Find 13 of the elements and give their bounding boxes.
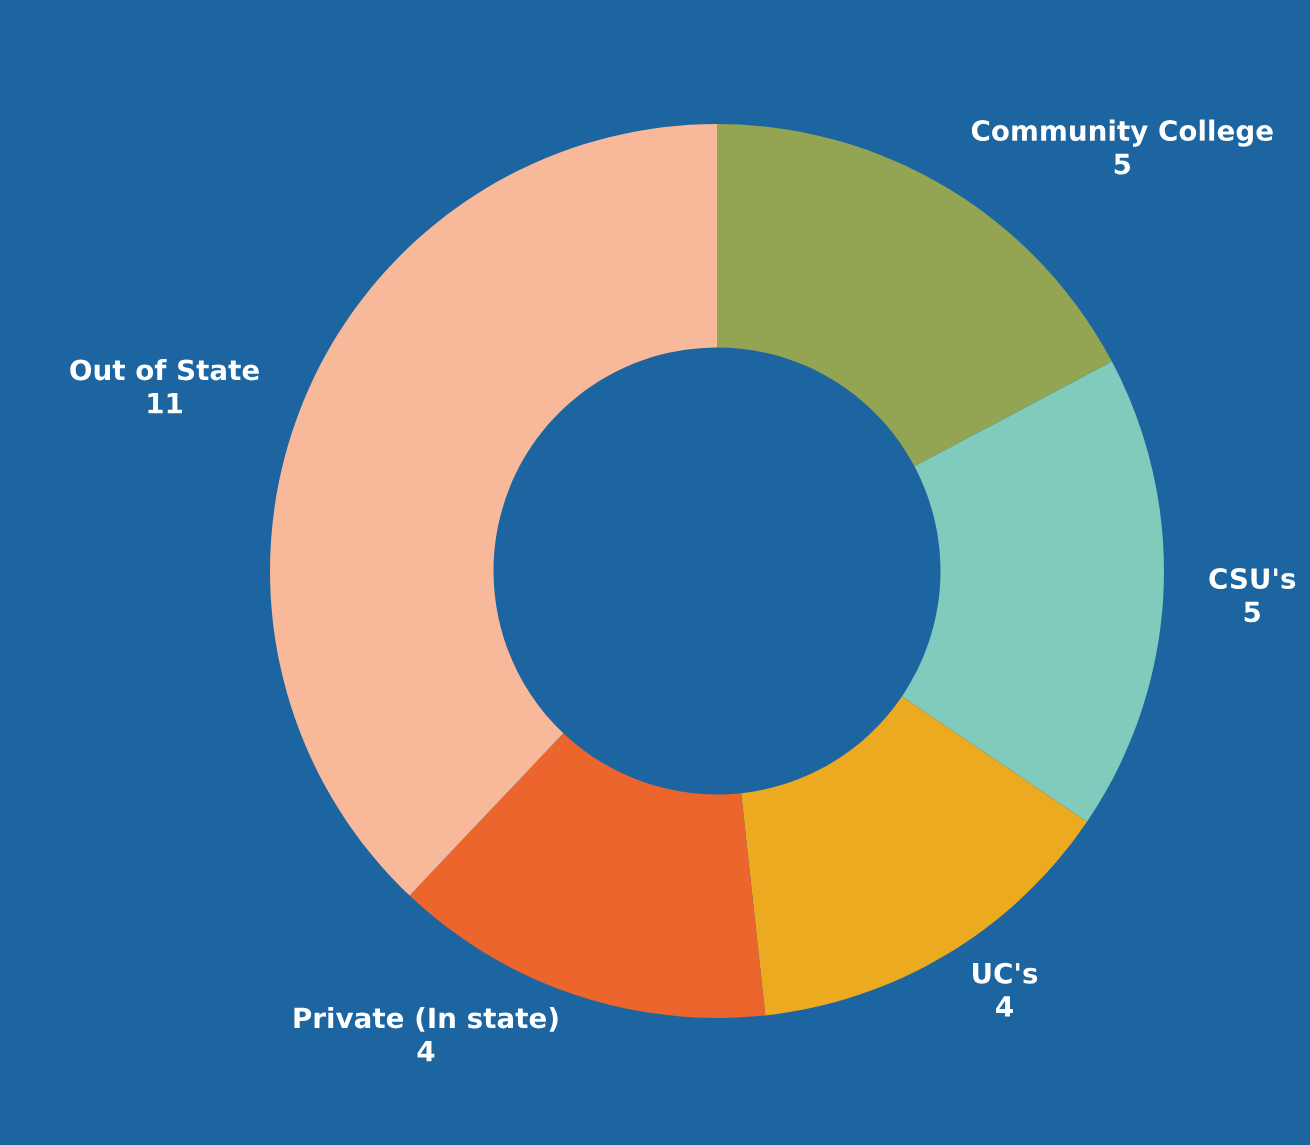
donut-slice xyxy=(270,124,717,896)
slice-label: Private (In state) xyxy=(294,1006,558,1032)
slice-label: UC's xyxy=(973,962,1038,984)
data-label: 5 xyxy=(1244,601,1260,623)
data-label: 4 xyxy=(417,1040,435,1062)
donut-slice xyxy=(741,696,1087,1016)
slice-label: Community College xyxy=(971,119,1273,147)
donut-slice xyxy=(901,361,1164,822)
slice-label: Out of State xyxy=(70,358,259,381)
slice-label: CSU's xyxy=(1209,568,1296,590)
data-label: 11 xyxy=(148,393,182,414)
data-label: 5 xyxy=(1114,153,1131,175)
data-label: 4 xyxy=(996,996,1013,1017)
